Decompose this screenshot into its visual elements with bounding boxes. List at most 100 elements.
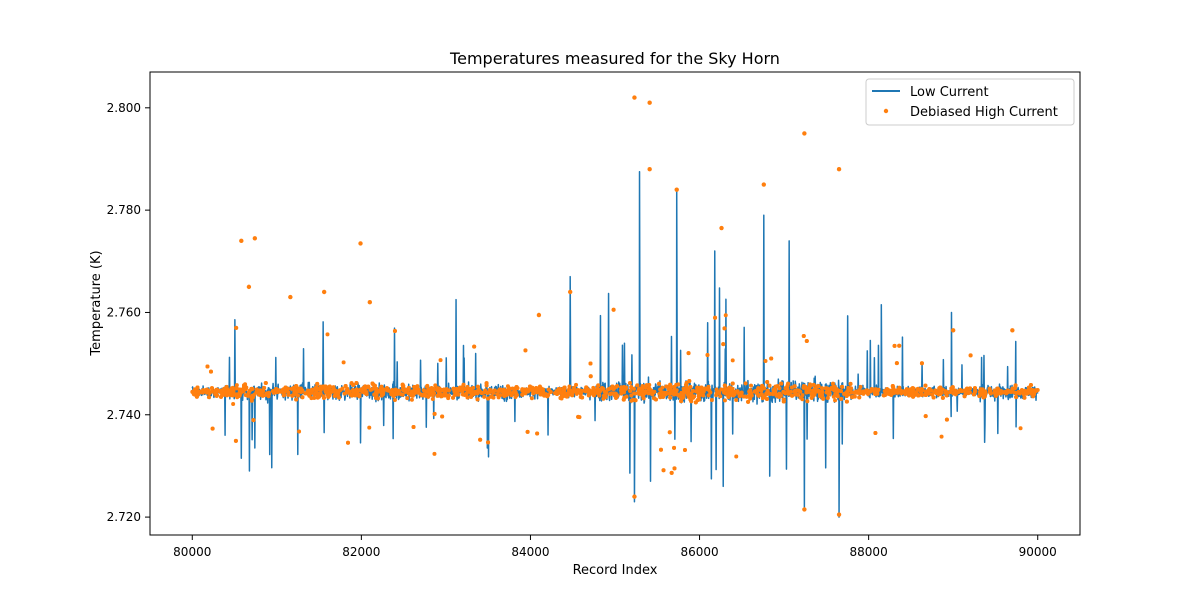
high-current-point	[246, 390, 251, 395]
high-current-point	[637, 386, 642, 391]
x-axis: 80000 82000 84000 86000 88000 90000	[173, 535, 1057, 559]
high-current-point	[619, 385, 624, 390]
high-current-point	[436, 388, 441, 393]
high-current-point	[919, 389, 924, 394]
high-current-point	[254, 387, 259, 392]
high-current-point	[958, 388, 963, 393]
high-current-point	[512, 386, 517, 391]
high-current-point	[430, 393, 435, 398]
high-current-point	[257, 392, 262, 397]
high-current-point	[801, 333, 806, 338]
high-current-point	[615, 393, 620, 398]
high-current-point	[577, 388, 582, 393]
high-current-point	[597, 393, 602, 398]
high-current-point	[251, 418, 256, 423]
high-current-point	[695, 398, 700, 403]
high-current-point	[864, 388, 869, 393]
high-current-point	[658, 447, 663, 452]
high-current-point	[777, 391, 782, 396]
high-current-point	[392, 329, 397, 334]
high-current-point	[629, 393, 634, 398]
high-current-spike-point	[950, 328, 956, 333]
high-current-point	[324, 390, 329, 395]
high-current-point	[367, 425, 372, 430]
high-current-point	[1017, 391, 1022, 396]
high-current-point	[205, 364, 210, 369]
high-current-point	[457, 385, 462, 390]
high-current-point	[695, 389, 700, 394]
high-current-point	[771, 391, 776, 396]
x-axis-label: Record Index	[573, 563, 658, 578]
high-current-point	[478, 437, 483, 442]
high-current-point	[973, 386, 977, 391]
high-current-point	[962, 394, 967, 399]
high-current-point	[839, 396, 844, 401]
high-current-point	[555, 388, 560, 393]
high-current-point	[475, 397, 480, 402]
high-current-point	[643, 389, 648, 394]
high-current-spike-point	[836, 167, 842, 172]
high-current-point	[1026, 385, 1031, 390]
high-current-point	[821, 396, 826, 401]
high-current-point	[988, 391, 993, 396]
high-current-point	[218, 394, 223, 399]
high-current-point	[730, 392, 735, 397]
high-current-point	[621, 397, 626, 402]
high-current-point	[668, 395, 673, 400]
high-current-point	[468, 386, 473, 391]
high-current-point	[816, 388, 821, 393]
high-current-point	[540, 387, 545, 392]
high-current-point	[262, 385, 267, 390]
high-current-point	[923, 389, 928, 394]
high-current-point	[286, 390, 291, 395]
high-current-spike-point	[358, 241, 363, 246]
high-current-point	[950, 385, 955, 390]
high-current-point	[1003, 390, 1008, 395]
high-current-point	[525, 387, 530, 392]
high-current-point	[368, 387, 373, 392]
high-current-point	[857, 395, 862, 400]
high-current-point	[701, 389, 706, 394]
high-current-point	[726, 387, 731, 392]
legend-box	[865, 78, 1075, 126]
high-current-point	[610, 384, 615, 389]
high-current-point	[213, 392, 218, 397]
high-current-point	[560, 393, 565, 398]
high-current-point	[210, 426, 215, 431]
high-current-point	[325, 332, 330, 337]
high-current-point	[561, 386, 566, 391]
high-current-point	[907, 393, 912, 398]
high-current-point	[848, 381, 853, 386]
high-current-point	[650, 390, 655, 395]
high-current-point	[545, 394, 550, 399]
high-current-point	[349, 393, 354, 398]
high-current-point	[546, 387, 551, 392]
high-current-point	[734, 397, 739, 402]
high-current-point	[836, 388, 841, 393]
high-current-point	[451, 386, 456, 391]
high-current-point	[542, 393, 547, 398]
high-current-point	[681, 386, 686, 391]
high-current-point	[948, 389, 953, 394]
high-current-point	[743, 381, 748, 386]
high-current-point	[349, 381, 354, 386]
high-current-spike-point	[288, 294, 293, 300]
high-current-point	[790, 393, 795, 398]
high-current-point	[723, 391, 728, 396]
high-current-point	[840, 384, 845, 389]
high-current-point	[486, 396, 490, 401]
high-current-point	[701, 393, 706, 398]
high-current-point	[798, 395, 803, 400]
high-current-point	[196, 389, 201, 394]
high-current-point	[763, 359, 768, 364]
high-current-point	[294, 388, 299, 393]
high-current-point	[873, 431, 878, 436]
high-current-point	[206, 395, 211, 400]
high-current-point	[633, 398, 638, 403]
high-current-point	[220, 388, 225, 393]
high-current-point	[440, 414, 445, 419]
high-current-point	[940, 395, 945, 400]
high-current-point	[624, 394, 629, 399]
high-current-point	[379, 390, 384, 395]
high-current-point	[327, 384, 332, 389]
